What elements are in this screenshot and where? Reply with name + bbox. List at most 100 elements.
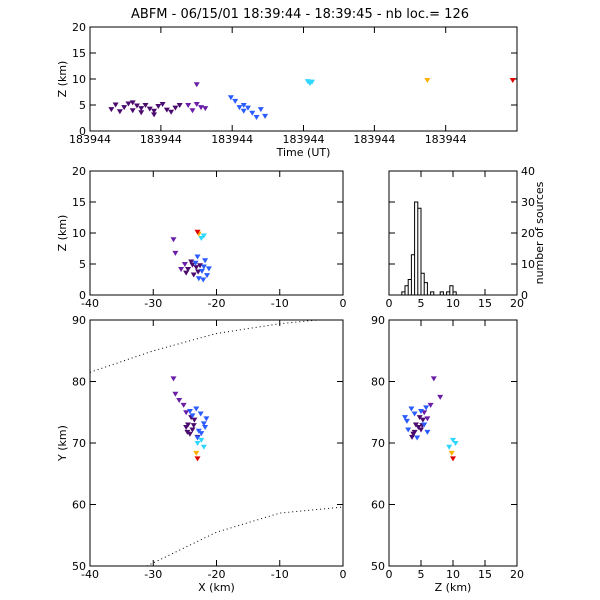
data-point: [194, 435, 201, 441]
data-point: [194, 229, 201, 235]
data-point: [427, 402, 434, 408]
data-point: [416, 415, 423, 421]
data-point: [193, 406, 200, 412]
x-tick-label: 183944: [140, 133, 182, 146]
x-tick-label: 20: [510, 568, 524, 581]
data-point: [129, 108, 136, 114]
data-point: [203, 416, 210, 422]
data-point: [172, 391, 179, 397]
y-tick-label: 0: [521, 289, 528, 302]
y-tick-label: 50: [72, 560, 86, 573]
data-point: [172, 250, 179, 256]
x-tick-label: 15: [478, 568, 492, 581]
x-tick-label: 183944: [283, 133, 325, 146]
data-point: [448, 450, 455, 456]
histogram-step-line: [389, 201, 517, 296]
y-tick-label: 40: [521, 165, 535, 178]
data-point: [168, 109, 175, 115]
data-point: [437, 394, 444, 400]
data-point: [185, 103, 192, 108]
data-point: [195, 276, 202, 282]
data-point: [446, 444, 453, 450]
y-tick-label: 10: [72, 227, 86, 240]
y-tick-label: 90: [72, 314, 86, 327]
data-point: [159, 101, 166, 107]
y-tick-label: 90: [371, 314, 385, 327]
data-point: [240, 103, 247, 108]
time-height-y-axis-label: Z (km): [56, 61, 69, 98]
data-point: [423, 405, 430, 411]
data-point: [185, 266, 192, 272]
data-point: [402, 415, 408, 421]
data-point: [151, 112, 158, 118]
data-point: [189, 413, 196, 419]
data-point: [184, 429, 191, 435]
data-point: [163, 107, 170, 113]
data-point: [240, 108, 247, 114]
histogram-frame: [388, 170, 518, 296]
data-point: [244, 105, 251, 111]
data-point: [194, 254, 201, 260]
y-tick-label: 5: [79, 258, 86, 271]
x-tick-label: 0: [386, 568, 393, 581]
x-y-y-axis-label: Y (km): [56, 425, 69, 462]
x-tick-label: -40: [81, 297, 99, 310]
data-point: [424, 429, 431, 435]
data-point: [419, 417, 426, 423]
x-y-x-axis-label: X (km): [198, 581, 235, 594]
data-point: [200, 277, 207, 283]
histogram-y-axis-label: number of sources: [533, 181, 546, 284]
dotted-curve: [89, 319, 318, 373]
x-tick-label: -30: [144, 568, 162, 581]
data-point: [450, 456, 456, 462]
y-tick-label: 60: [371, 499, 385, 512]
data-point: [198, 437, 205, 443]
data-point: [430, 376, 437, 382]
data-point: [200, 264, 207, 270]
x-z-y-axis-label: Z (km): [56, 215, 69, 252]
data-point: [198, 235, 205, 241]
data-point: [155, 104, 162, 110]
data-point: [178, 266, 185, 272]
data-point: [192, 260, 199, 266]
data-point: [408, 406, 415, 412]
data-point: [227, 95, 234, 101]
data-point: [129, 100, 136, 106]
data-point: [195, 269, 202, 275]
chart-title: ABFM - 06/15/01 18:39:44 - 18:39:45 - nb…: [131, 7, 469, 22]
x-tick-label: 5: [418, 297, 425, 310]
data-point: [112, 102, 119, 108]
data-point: [133, 103, 140, 109]
data-point: [418, 409, 424, 415]
data-point: [411, 429, 418, 435]
data-point: [424, 416, 431, 422]
x-z-panel: -40 -30 -20 -10 0 0 5 10 15 20 Z (km): [56, 165, 347, 310]
data-point: [253, 114, 260, 120]
x-tick-label: 10: [446, 297, 460, 310]
y-tick-label: 10: [72, 73, 86, 86]
data-point: [190, 272, 197, 278]
y-tick-label: 15: [72, 196, 86, 209]
data-point: [198, 431, 205, 437]
y-tick-label: 10: [521, 258, 535, 271]
data-point: [405, 427, 412, 433]
data-point: [176, 397, 183, 403]
x-tick-label: 5: [418, 568, 425, 581]
data-point: [249, 110, 256, 116]
y-tick-label: 5: [79, 99, 86, 112]
x-tick-label: -10: [271, 568, 289, 581]
data-point: [421, 410, 428, 416]
data-point: [309, 79, 316, 85]
dotted-curve: [146, 506, 344, 567]
z-y-frame: [388, 319, 518, 567]
data-point: [183, 270, 190, 276]
z-y-panel: 0 5 10 15 20 50 60 70 80 90 Z (km): [371, 314, 524, 594]
data-point: [202, 425, 209, 431]
data-point: [151, 108, 158, 114]
data-point: [236, 105, 243, 111]
x-tick-label: -40: [81, 568, 99, 581]
x-tick-label: 183944: [211, 133, 253, 146]
data-point: [190, 423, 197, 429]
